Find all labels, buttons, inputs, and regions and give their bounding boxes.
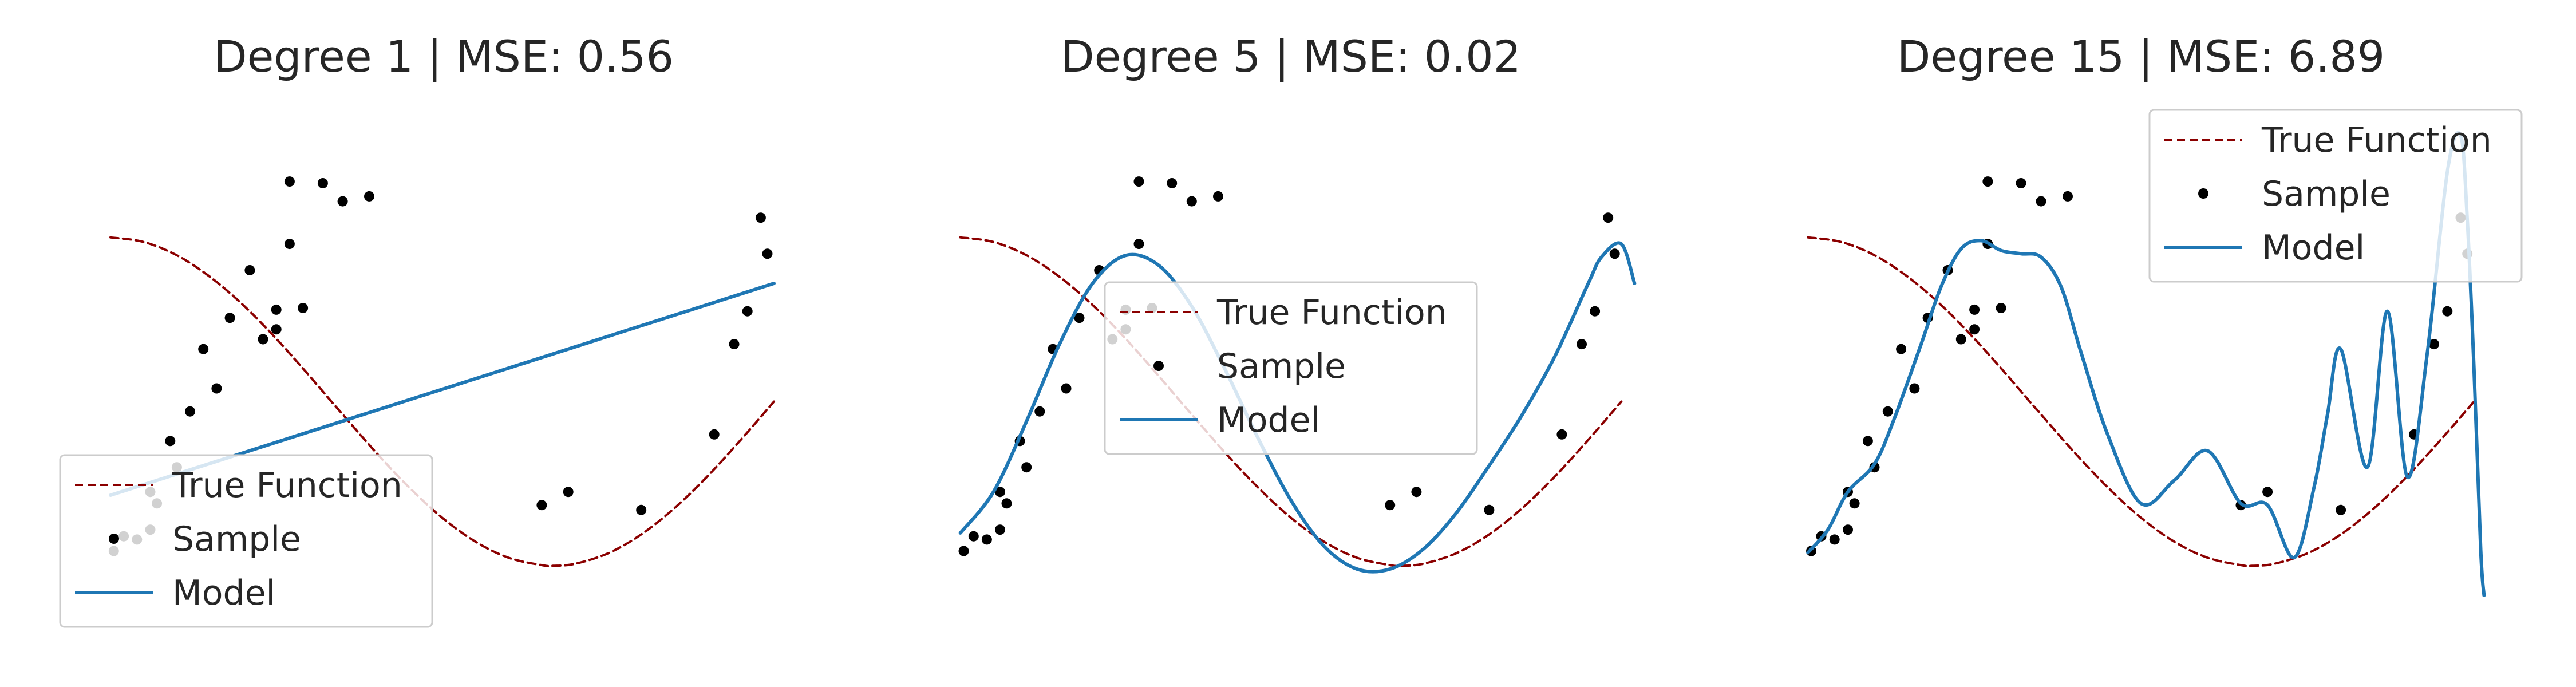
panel-degree-5: True Function Sample Model Degree 5 | MSE: … (958, 31, 1637, 574)
legend-box (1104, 281, 1478, 455)
sample-point (958, 546, 969, 556)
sample-point (1609, 248, 1620, 259)
sample-point (1996, 303, 2006, 313)
panel-degree-1: True Function Sample Model Degree 1 | MSE: … (59, 31, 776, 628)
sample-point (995, 524, 1005, 535)
sample-point (244, 265, 255, 275)
sample-point (1385, 500, 1396, 511)
sample-point (1411, 487, 1422, 498)
legend-label: Model (172, 573, 275, 613)
sample-point (1603, 212, 1614, 223)
sample-point (224, 313, 235, 323)
sample-point (1843, 524, 1853, 535)
sample-point (211, 383, 222, 394)
legend: True Function Sample Model (1104, 281, 1478, 455)
sample-point (1021, 462, 1032, 473)
sample-point (2429, 339, 2439, 350)
legend-label: Sample (2262, 174, 2391, 214)
sample-point (1829, 534, 1840, 545)
sample-point (563, 487, 574, 498)
sample-point (536, 500, 547, 511)
sample-point (755, 212, 766, 223)
legend-box (2148, 109, 2523, 283)
sample-point (364, 191, 374, 202)
sample-point (1590, 306, 1601, 317)
sample-point (1133, 239, 1144, 250)
sample-point (317, 178, 328, 188)
sample-point (284, 239, 295, 250)
sample-point (1034, 406, 1045, 417)
legend-box (59, 454, 433, 628)
sample-point (1061, 383, 1072, 394)
legend-label: Model (1217, 400, 1320, 440)
sample-point (2016, 178, 2026, 188)
sample-point (636, 504, 647, 515)
legend-label: True Function (1216, 293, 1447, 333)
model-line (958, 241, 1637, 574)
sample-point (968, 531, 979, 542)
sample-point (742, 306, 753, 317)
sample-point (2036, 196, 2046, 207)
legend-label: Sample (1217, 346, 1346, 386)
legend-swatch-sample (109, 534, 119, 544)
sample-point (1849, 498, 1860, 509)
sample-point (1213, 191, 1223, 202)
legend: True Function Sample Model (59, 454, 433, 628)
sample-point (298, 303, 309, 313)
legend-label: Sample (172, 519, 301, 559)
sample-point (284, 176, 295, 187)
true-function-line (109, 236, 775, 567)
panel-title: Degree 15 | MSE: 6.89 (1897, 31, 2385, 82)
sample-point (198, 344, 209, 354)
sample-point (185, 406, 195, 417)
sample-point (1167, 178, 1178, 188)
sample-point (1862, 436, 1873, 447)
sample-point (1982, 176, 1993, 187)
sample-point (2442, 306, 2453, 317)
sample-point (729, 339, 740, 350)
sample-point (1133, 176, 1144, 187)
true-function-line (959, 236, 1623, 567)
sample-point (762, 248, 773, 259)
legend-swatch-sample (1153, 361, 1164, 371)
sample-point (271, 304, 282, 315)
sample-point (1001, 498, 1012, 509)
sample-point (995, 487, 1005, 498)
sample-point (2336, 504, 2346, 515)
true-function-line (1807, 236, 2475, 567)
panel-title: Degree 1 | MSE: 0.56 (214, 31, 674, 82)
legend-swatch-sample (2198, 188, 2208, 199)
sample-point (165, 436, 176, 447)
sample-point (1074, 313, 1085, 323)
sample-point (981, 534, 992, 545)
sample-point (1577, 339, 1587, 350)
legend-label: True Function (172, 465, 402, 506)
sample-point (1484, 504, 1495, 515)
panel-title: Degree 5 | MSE: 0.02 (1061, 31, 1521, 82)
sample-point (1969, 304, 1980, 315)
sample-point (258, 334, 268, 345)
sample-point (1882, 406, 1893, 417)
legend-label: True Function (2261, 120, 2492, 160)
sample-point (2063, 191, 2073, 202)
sample-point (709, 429, 720, 440)
sample-point (1186, 196, 1197, 207)
legend-label: Model (2262, 228, 2365, 268)
sample-point (337, 196, 348, 207)
sample-point (1955, 334, 1966, 345)
sample-point (1909, 383, 1920, 394)
sample-point (271, 324, 282, 335)
legend: True Function Sample Model (2148, 109, 2523, 283)
sample-point (2262, 487, 2273, 498)
sample-point (1896, 344, 1907, 354)
panel-degree-15: True Function Sample Model Degree 15 | MSE:… (1806, 31, 2523, 597)
sample-point (1969, 324, 1980, 335)
sample-point (1556, 429, 1567, 440)
